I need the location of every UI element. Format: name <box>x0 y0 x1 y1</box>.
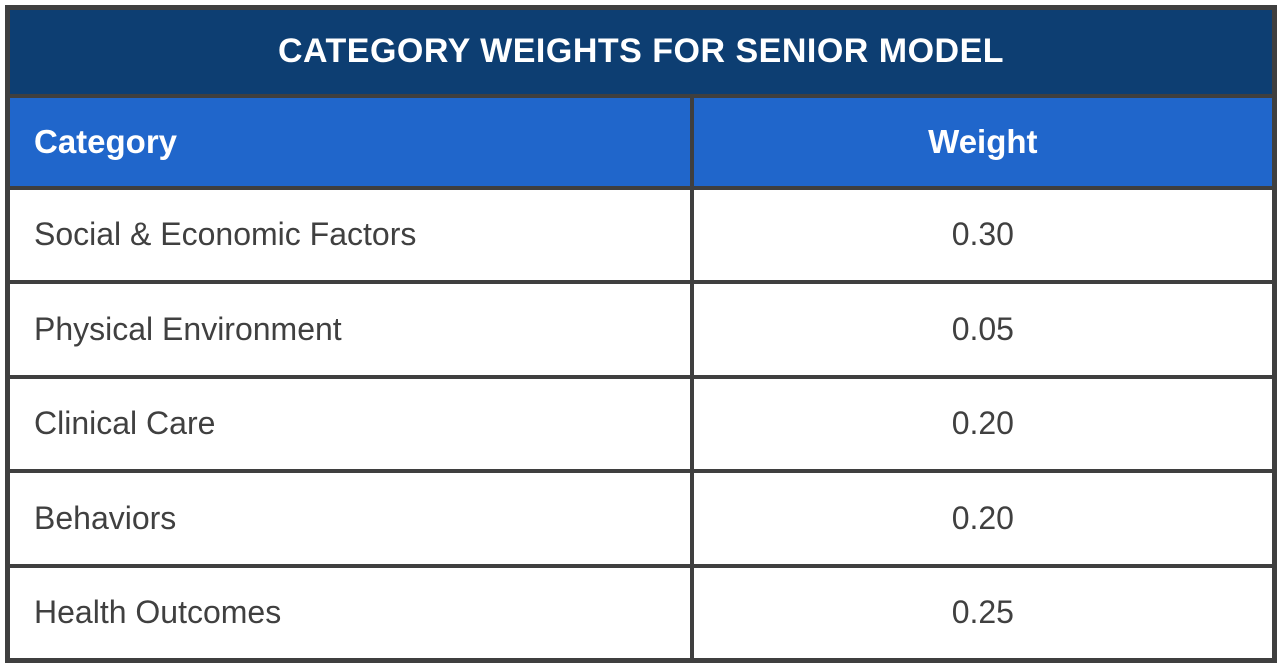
category-cell: Social & Economic Factors <box>5 185 694 285</box>
table-title-row: CATEGORY WEIGHTS FOR SENIOR MODEL <box>5 5 1277 98</box>
column-header-weight: Weight <box>689 93 1277 190</box>
column-header-category: Category <box>5 93 694 190</box>
table-row: Social & Economic Factors 0.30 <box>5 185 1277 285</box>
weight-cell: 0.25 <box>689 563 1277 663</box>
weight-cell: 0.05 <box>689 280 1277 379</box>
table-row: Health Outcomes 0.25 <box>5 563 1277 663</box>
category-cell: Health Outcomes <box>5 563 694 663</box>
table-title: CATEGORY WEIGHTS FOR SENIOR MODEL <box>5 5 1277 98</box>
table-row: Physical Environment 0.05 <box>5 280 1277 379</box>
weight-cell: 0.20 <box>689 374 1277 474</box>
category-weights-table: CATEGORY WEIGHTS FOR SENIOR MODEL Catego… <box>5 5 1277 663</box>
table-row: Clinical Care 0.20 <box>5 374 1277 474</box>
weight-cell: 0.20 <box>689 469 1277 568</box>
table-header-row: Category Weight <box>5 93 1277 190</box>
table-row: Behaviors 0.20 <box>5 469 1277 568</box>
category-cell: Clinical Care <box>5 374 694 474</box>
category-cell: Behaviors <box>5 469 694 568</box>
category-cell: Physical Environment <box>5 280 694 379</box>
weight-cell: 0.30 <box>689 185 1277 285</box>
